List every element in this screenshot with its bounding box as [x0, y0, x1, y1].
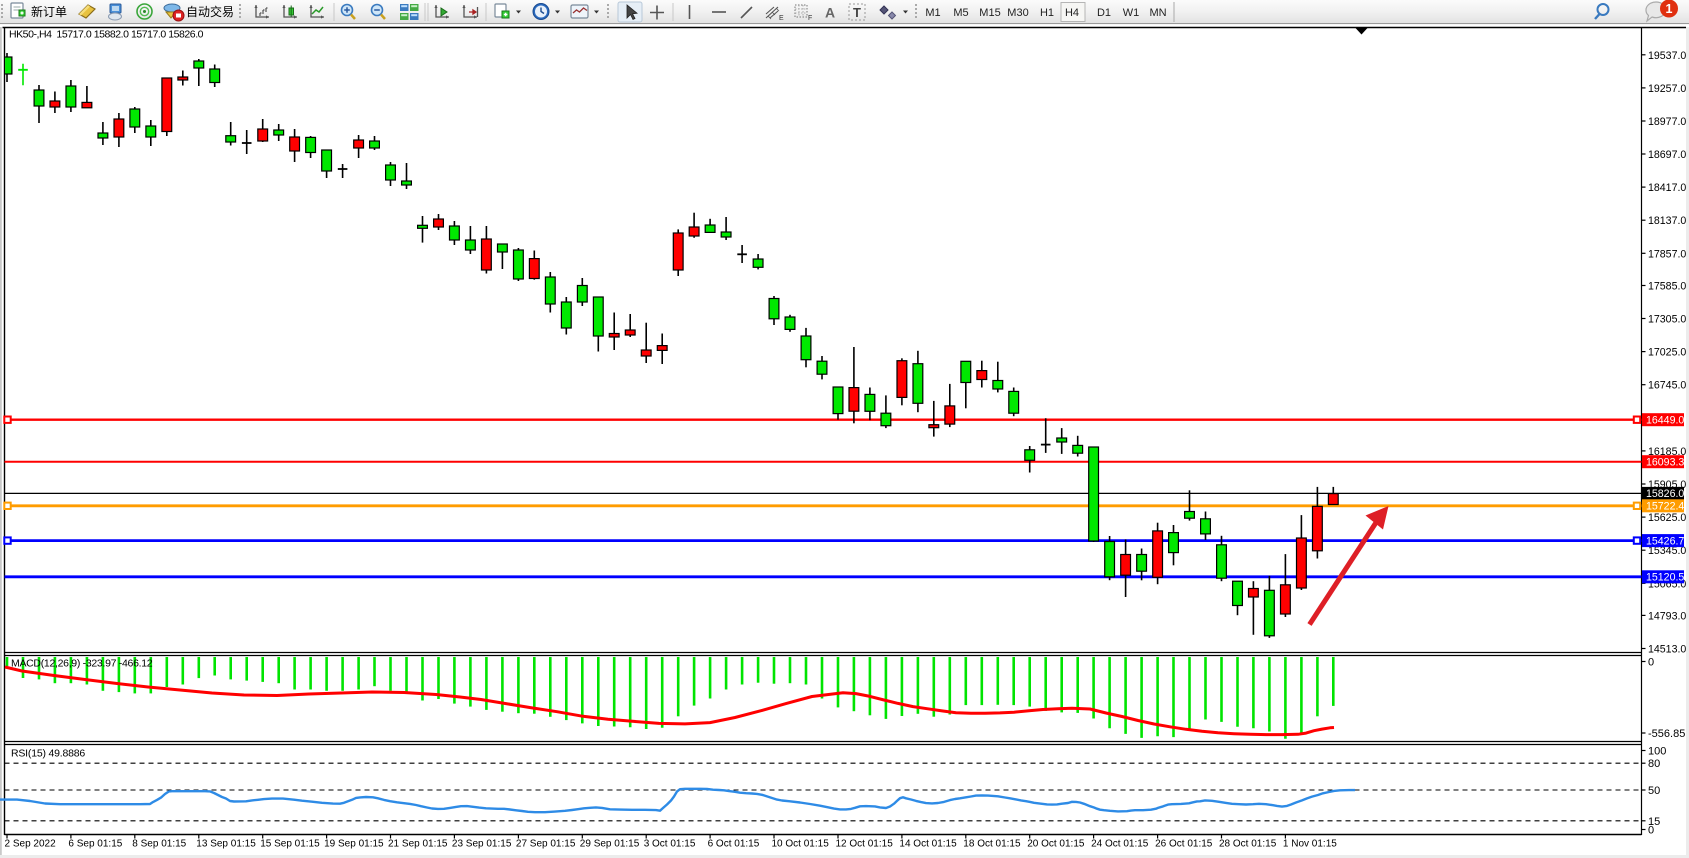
- svg-text:16449.0: 16449.0: [1646, 415, 1684, 427]
- svg-text:26 Oct 01:15: 26 Oct 01:15: [1155, 839, 1213, 850]
- svg-text:18977.0: 18977.0: [1648, 116, 1686, 128]
- svg-text:15722.4: 15722.4: [1646, 501, 1684, 513]
- svg-text:0: 0: [1648, 657, 1654, 669]
- svg-text:-556.85: -556.85: [1648, 728, 1685, 740]
- svg-text:14513.0: 14513.0: [1648, 644, 1686, 656]
- svg-text:19257.0: 19257.0: [1648, 83, 1686, 95]
- svg-text:W1: W1: [1123, 7, 1140, 19]
- svg-text:6 Sep 01:15: 6 Sep 01:15: [68, 839, 122, 850]
- svg-text:16745.0: 16745.0: [1648, 380, 1686, 392]
- svg-text:1: 1: [1666, 2, 1673, 16]
- svg-text:6 Oct 01:15: 6 Oct 01:15: [708, 839, 760, 850]
- svg-text:T: T: [853, 5, 861, 20]
- svg-text:20 Oct 01:15: 20 Oct 01:15: [1027, 839, 1085, 850]
- svg-text:80: 80: [1648, 758, 1660, 770]
- svg-text:自动交易: 自动交易: [186, 4, 234, 19]
- svg-text:15426.7: 15426.7: [1646, 535, 1684, 547]
- svg-text:15 Sep 01:15: 15 Sep 01:15: [260, 839, 320, 850]
- svg-text:MACD(12,26,9) -323.97 -466.12: MACD(12,26,9) -323.97 -466.12: [11, 658, 153, 670]
- svg-text:2 Sep 2022: 2 Sep 2022: [5, 839, 57, 850]
- svg-text:8 Sep 01:15: 8 Sep 01:15: [132, 839, 186, 850]
- svg-text:100: 100: [1648, 746, 1666, 758]
- svg-text:16185.0: 16185.0: [1648, 446, 1686, 458]
- svg-text:17305.0: 17305.0: [1648, 314, 1686, 326]
- svg-text:1 Nov 01:15: 1 Nov 01:15: [1283, 839, 1337, 850]
- svg-text:10 Oct 01:15: 10 Oct 01:15: [772, 839, 830, 850]
- svg-text:H4: H4: [1065, 7, 1079, 19]
- svg-text:16093.3: 16093.3: [1646, 457, 1684, 469]
- svg-text:HK50-,H4 15717.0 15882.0 1571: HK50-,H4 15717.0 15882.0 15717.0 15826.0: [9, 28, 204, 40]
- svg-text:14 Oct 01:15: 14 Oct 01:15: [899, 839, 957, 850]
- svg-text:D1: D1: [1097, 7, 1111, 19]
- svg-text:M5: M5: [953, 7, 968, 19]
- svg-text:50: 50: [1648, 785, 1660, 797]
- svg-text:29 Sep 01:15: 29 Sep 01:15: [580, 839, 640, 850]
- svg-text:13 Sep 01:15: 13 Sep 01:15: [196, 839, 256, 850]
- svg-text:M15: M15: [979, 7, 1000, 19]
- svg-text:15120.5: 15120.5: [1646, 572, 1684, 584]
- svg-text:27 Sep 01:15: 27 Sep 01:15: [516, 839, 576, 850]
- svg-text:15: 15: [1648, 816, 1660, 828]
- svg-text:17025.0: 17025.0: [1648, 347, 1686, 359]
- svg-text:0: 0: [1648, 825, 1654, 837]
- svg-text:19537.0: 19537.0: [1648, 50, 1686, 62]
- svg-text:18137.0: 18137.0: [1648, 215, 1686, 227]
- svg-text:3 Oct 01:15: 3 Oct 01:15: [644, 839, 696, 850]
- svg-text:E: E: [779, 15, 784, 22]
- svg-text:F: F: [808, 15, 812, 22]
- svg-text:MN: MN: [1149, 7, 1166, 19]
- svg-text:M1: M1: [925, 7, 940, 19]
- svg-text:17857.0: 17857.0: [1648, 248, 1686, 260]
- svg-text:17585.0: 17585.0: [1648, 281, 1686, 293]
- svg-text:H1: H1: [1040, 7, 1054, 19]
- svg-text:21 Sep 01:15: 21 Sep 01:15: [388, 839, 448, 850]
- svg-text:新订单: 新订单: [31, 4, 67, 19]
- svg-text:18417.0: 18417.0: [1648, 182, 1686, 194]
- svg-text:15826.0: 15826.0: [1646, 488, 1684, 500]
- svg-text:18 Oct 01:15: 18 Oct 01:15: [963, 839, 1021, 850]
- svg-text:RSI(15) 49.8886: RSI(15) 49.8886: [11, 748, 85, 760]
- svg-text:12 Oct 01:15: 12 Oct 01:15: [836, 839, 894, 850]
- svg-text:23 Sep 01:15: 23 Sep 01:15: [452, 839, 512, 850]
- svg-text:15625.0: 15625.0: [1648, 512, 1686, 524]
- svg-text:19 Sep 01:15: 19 Sep 01:15: [324, 839, 384, 850]
- svg-text:18697.0: 18697.0: [1648, 149, 1686, 161]
- svg-text:24 Oct 01:15: 24 Oct 01:15: [1091, 839, 1149, 850]
- svg-text:15345.0: 15345.0: [1648, 545, 1686, 557]
- svg-text:14793.0: 14793.0: [1648, 610, 1686, 622]
- svg-text:M30: M30: [1007, 7, 1028, 19]
- svg-text:A: A: [825, 5, 835, 21]
- svg-text:28 Oct 01:15: 28 Oct 01:15: [1219, 839, 1277, 850]
